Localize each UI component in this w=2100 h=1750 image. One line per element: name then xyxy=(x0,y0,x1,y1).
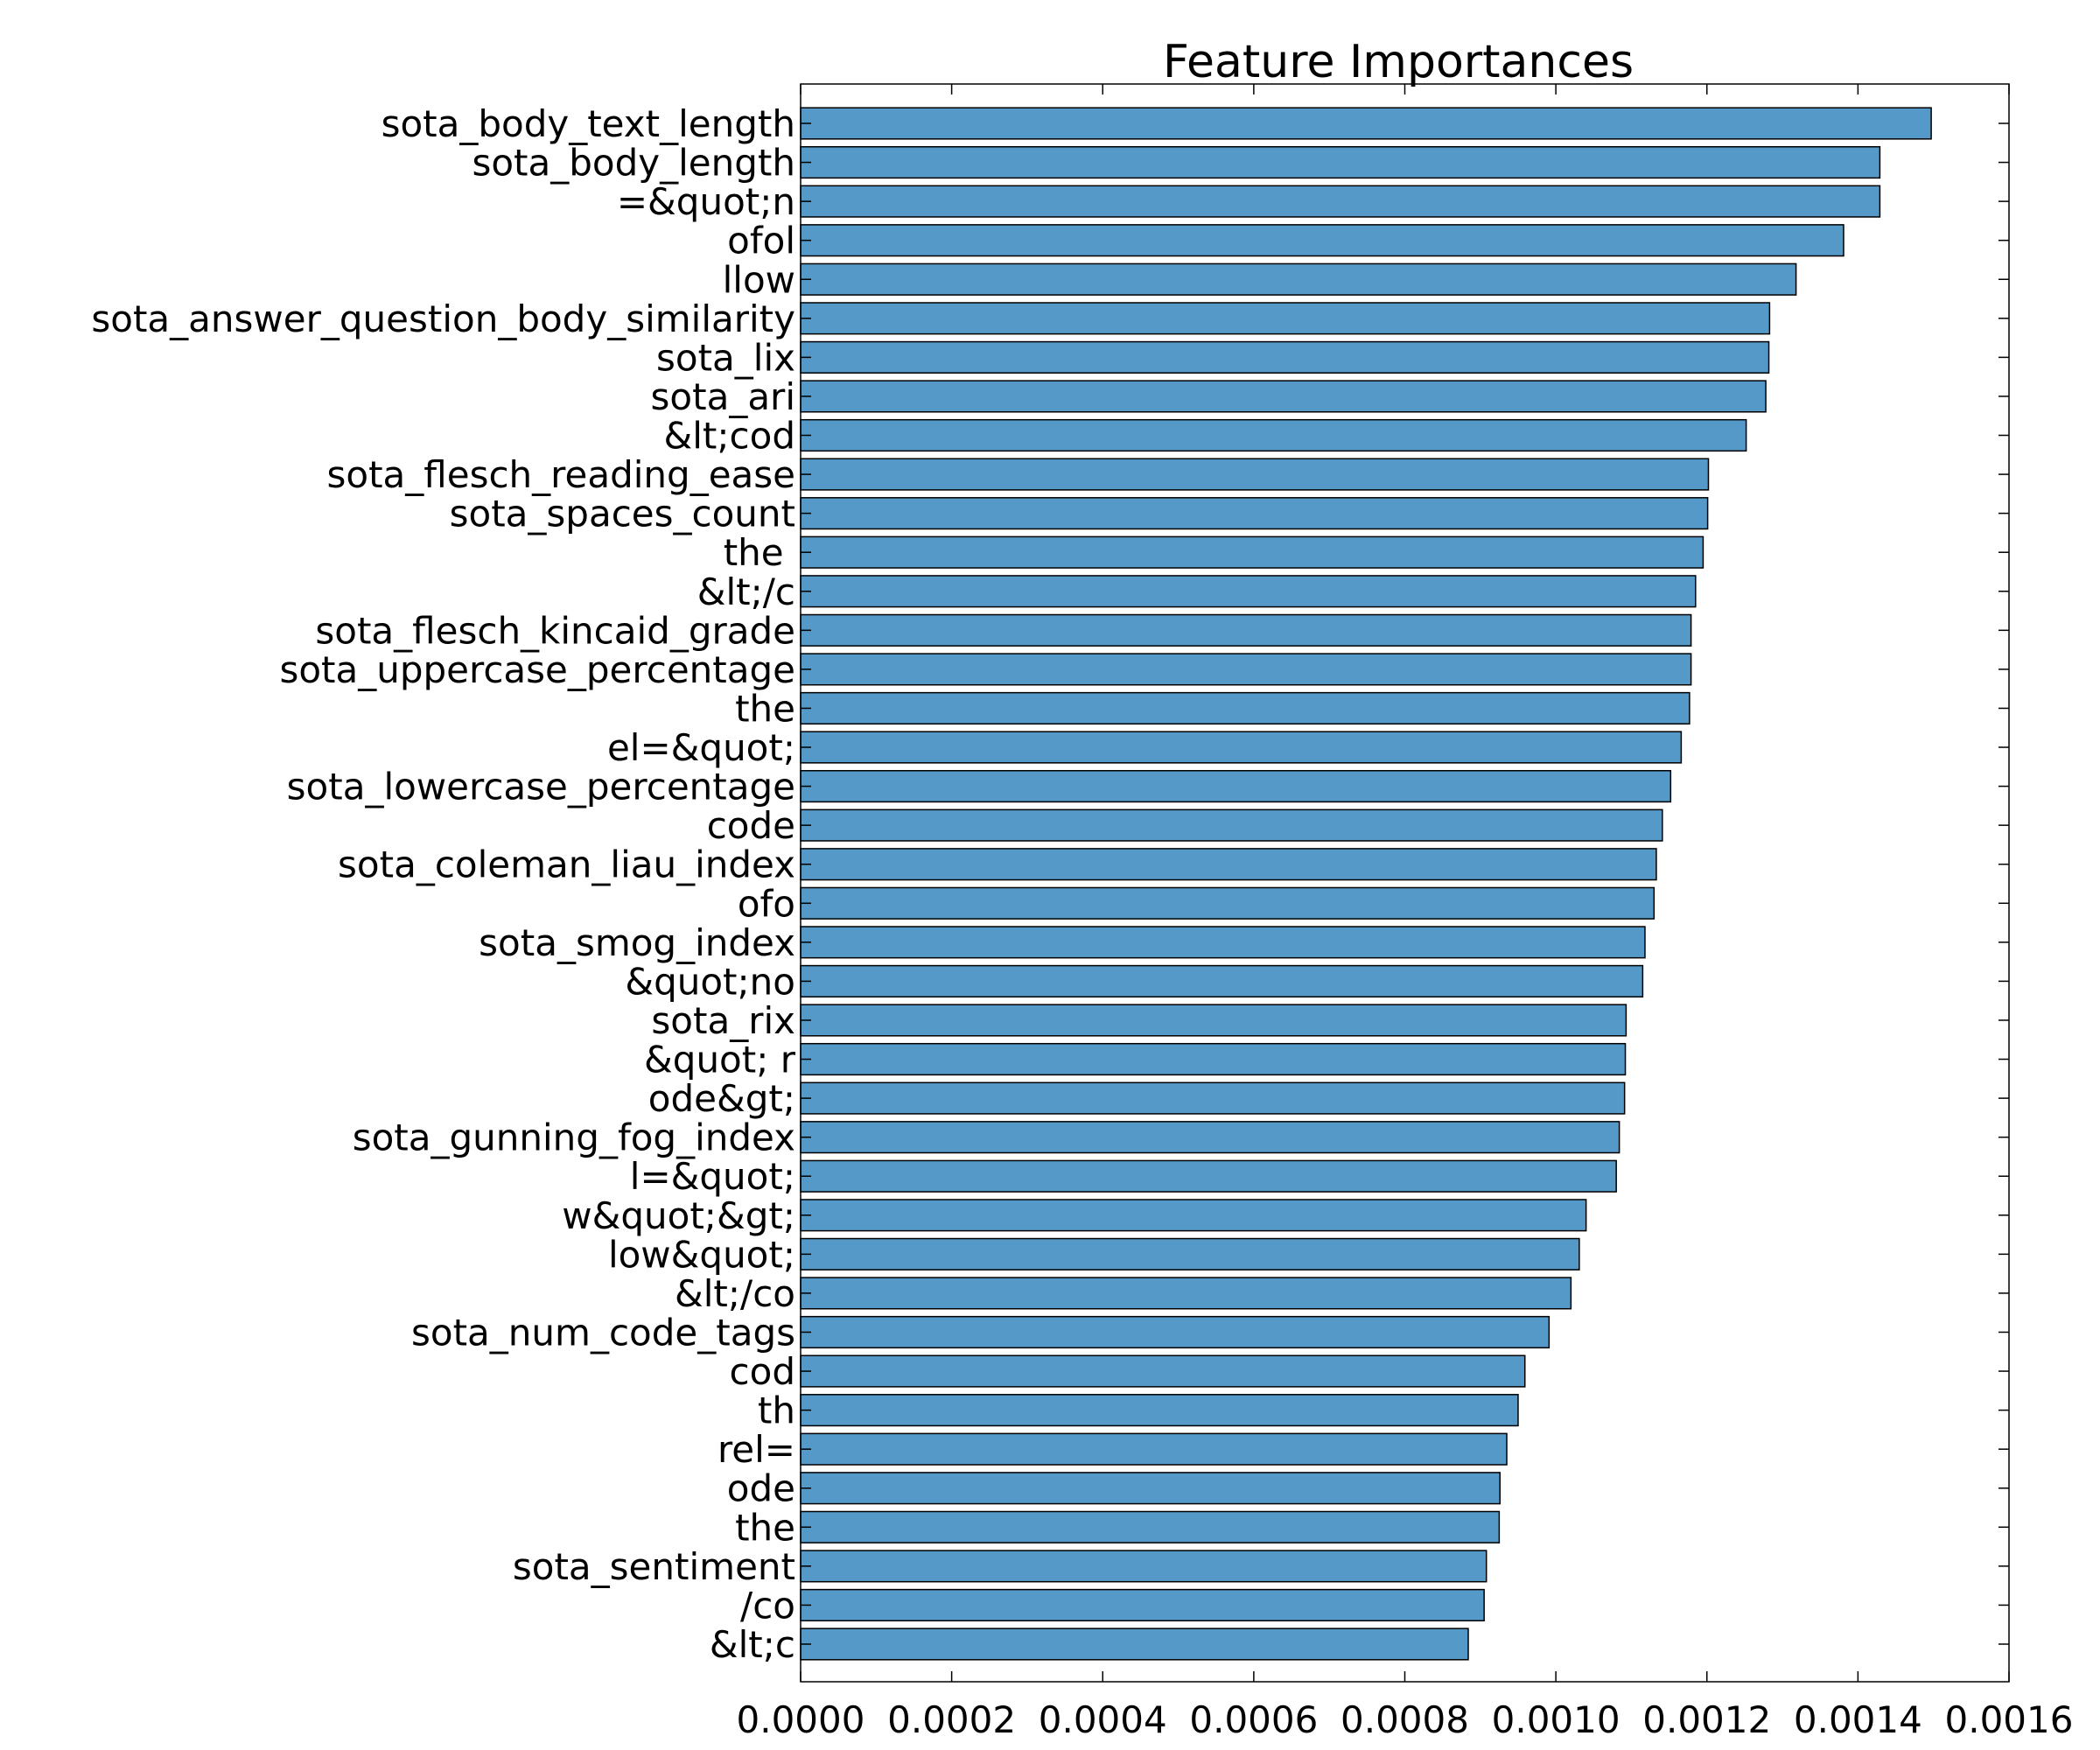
bar xyxy=(800,808,1663,842)
category-label: sota_uppercase_percentage xyxy=(279,648,795,691)
category-label: sota_spaces_count xyxy=(450,493,795,536)
category-label: &lt;/co xyxy=(675,1272,795,1315)
category-label: sota_body_length xyxy=(472,142,795,185)
x-tick-label: 0.0004 xyxy=(1039,1698,1167,1741)
bar xyxy=(800,497,1709,530)
category-label: /co xyxy=(740,1584,795,1627)
category-label: the xyxy=(724,531,795,574)
category-label: th xyxy=(758,1390,795,1432)
bar xyxy=(800,1121,1620,1154)
bar xyxy=(800,145,1881,179)
category-label: ofol xyxy=(727,220,795,262)
x-axis-ticks: 0.0000 0.0002 0.0004 0.0006 0.0008 0.0010 0.00… xyxy=(737,84,2074,1741)
bar xyxy=(800,1004,1628,1037)
bar xyxy=(800,302,1771,335)
category-label: ode xyxy=(727,1467,795,1510)
bar xyxy=(800,964,1644,998)
category-label: the xyxy=(735,687,795,730)
category-label: ode&gt; xyxy=(648,1077,795,1120)
category-label: sota_rix xyxy=(651,999,795,1042)
category-label: llow xyxy=(723,258,795,301)
category-label: l=&quot; xyxy=(630,1155,795,1198)
bar xyxy=(800,1510,1501,1544)
category-label: &lt;/c xyxy=(697,570,795,613)
category-label: cod xyxy=(730,1350,795,1393)
bar xyxy=(800,1472,1501,1505)
bar xyxy=(800,731,1683,764)
category-label: sota_coleman_liau_index xyxy=(338,844,795,886)
bar xyxy=(800,1432,1508,1466)
bar xyxy=(800,1042,1627,1076)
bar xyxy=(800,1199,1587,1232)
category-labels: sota_body_text_lengthsota_body_length=&q… xyxy=(91,102,795,1666)
bar xyxy=(800,1159,1617,1193)
category-label: sota_smog_index xyxy=(479,921,795,964)
bar xyxy=(800,886,1656,920)
bar xyxy=(800,262,1797,296)
category-label: code xyxy=(707,804,795,847)
category-label: sota_lowercase_percentage xyxy=(287,766,795,808)
category-label: the xyxy=(735,1506,795,1549)
category-label: sota_answer_question_body_similarity xyxy=(91,298,795,340)
bar xyxy=(800,770,1672,803)
category-label: sota_flesch_kincaid_grade xyxy=(315,609,795,652)
x-tick-label: 0.0008 xyxy=(1340,1698,1469,1741)
category-label: el=&quot; xyxy=(607,726,795,769)
bar xyxy=(800,1394,1519,1427)
bar xyxy=(800,1082,1626,1115)
category-label: &quot;no xyxy=(625,960,795,1003)
bar xyxy=(800,418,1747,452)
bar xyxy=(800,380,1767,413)
category-label: sota_gunning_fog_index xyxy=(353,1116,795,1159)
bar xyxy=(800,224,1844,257)
bar xyxy=(800,613,1692,647)
x-tick-label: 0.0014 xyxy=(1794,1698,1922,1741)
category-label: sota_flesch_reading_ease xyxy=(327,453,796,496)
bar xyxy=(800,1628,1469,1661)
bar xyxy=(800,1237,1580,1270)
x-tick-label: 0.0016 xyxy=(1945,1698,2074,1741)
category-label: sota_body_text_length xyxy=(382,102,795,145)
bar xyxy=(800,653,1692,686)
x-tick-label: 0.0002 xyxy=(887,1698,1016,1741)
category-label: &lt;cod xyxy=(664,415,796,458)
bar xyxy=(800,1354,1526,1388)
bar xyxy=(800,848,1657,881)
category-label: &lt;c xyxy=(710,1623,795,1666)
category-label: low&quot; xyxy=(608,1233,795,1276)
category-label: sota_num_code_tags xyxy=(411,1311,795,1354)
category-label: sota_lix xyxy=(656,336,795,379)
bar xyxy=(800,340,1770,374)
bar xyxy=(800,185,1881,218)
x-tick-label: 0.0006 xyxy=(1189,1698,1318,1741)
category-label: ofo xyxy=(738,882,795,925)
bar xyxy=(800,458,1710,491)
bar xyxy=(800,926,1646,959)
bar xyxy=(800,691,1690,725)
x-tick-label: 0.0012 xyxy=(1642,1698,1771,1741)
category-label: =&quot;n xyxy=(617,180,795,223)
x-tick-label: 0.0010 xyxy=(1492,1698,1620,1741)
bar xyxy=(800,1550,1488,1583)
x-tick-label: 0.0000 xyxy=(737,1698,865,1741)
category-label: sota_sentiment xyxy=(513,1545,795,1588)
bar xyxy=(800,575,1697,608)
bar xyxy=(800,107,1932,140)
bar xyxy=(800,536,1704,569)
plot-frame xyxy=(800,83,2010,1683)
category-label: w&quot;&gt; xyxy=(562,1194,795,1237)
chart-title: Feature Importances xyxy=(1163,36,1634,88)
category-label: sota_ari xyxy=(651,375,795,418)
category-label: rel= xyxy=(718,1428,795,1471)
bar xyxy=(800,1588,1485,1622)
category-label: &quot; r xyxy=(644,1039,796,1082)
bar xyxy=(800,1277,1572,1310)
bar xyxy=(800,1315,1550,1349)
